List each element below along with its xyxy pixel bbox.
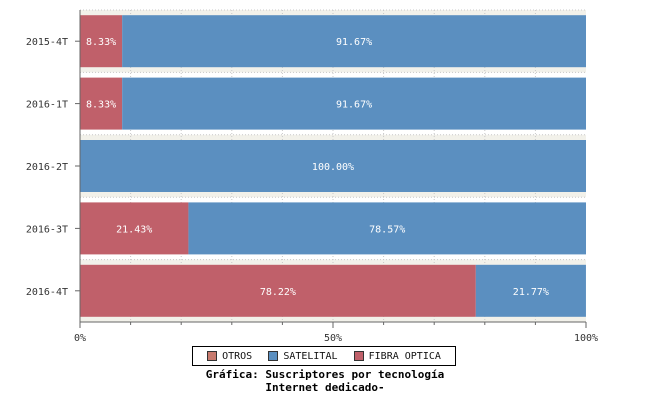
category-label: 2016-3T	[26, 224, 68, 235]
category-label: 2016-2T	[26, 162, 68, 173]
data-label: 8.33%	[86, 37, 116, 48]
data-label: 8.33%	[86, 100, 116, 111]
bar-satelital	[80, 140, 586, 192]
chart-caption: Gráfica: Suscriptores por tecnología Int…	[0, 368, 650, 394]
legend-swatch	[207, 351, 218, 361]
caption-line-2: Internet dedicado-	[265, 381, 385, 394]
stacked-bar-chart: 8.33% 91.67% 2015-4T 8.33% 91.67% 2016-1T 100.…	[26, 9, 598, 344]
x-tick-label: 100%	[574, 333, 598, 344]
bar-satelital	[188, 202, 587, 255]
bar-fibra-optica	[80, 15, 123, 68]
category-label: 2016-1T	[26, 100, 68, 111]
data-label: 78.57%	[369, 224, 405, 235]
category-label: 2015-4T	[26, 37, 68, 48]
x-tick-label: 50%	[324, 333, 342, 344]
legend-label: SATELITAL	[283, 350, 338, 362]
data-label: 91.67%	[336, 37, 372, 48]
category-label: 2016-4T	[26, 287, 68, 298]
bar-fibra-optica	[80, 77, 123, 130]
legend-item-otros: OTROS	[207, 351, 252, 362]
data-label: 91.67%	[336, 100, 372, 111]
bar-satelital	[122, 77, 586, 130]
legend-item-satelital: SATELITAL	[268, 350, 338, 362]
legend-label: FIBRA OPTICA	[368, 350, 441, 362]
legend-swatch	[268, 351, 279, 361]
legend-swatch	[353, 351, 364, 361]
bar-fibra-optica	[80, 202, 189, 255]
legend: OTROS SATELITAL FIBRA OPTICA	[192, 346, 456, 366]
legend-item-fibra-optica: FIBRA OPTICA	[353, 350, 441, 362]
bar-fibra-optica	[80, 264, 476, 317]
legend-label: OTROS	[222, 350, 253, 362]
x-tick-label: 0%	[74, 333, 86, 344]
data-label: 100.00%	[312, 162, 354, 173]
bar-satelital	[475, 264, 586, 317]
data-label: 78.22%	[260, 287, 296, 298]
data-label: 21.77%	[513, 287, 549, 298]
bar-satelital	[122, 15, 586, 68]
caption-line-1: Gráfica: Suscriptores por tecnología	[205, 368, 445, 381]
data-label: 21.43%	[116, 224, 152, 235]
